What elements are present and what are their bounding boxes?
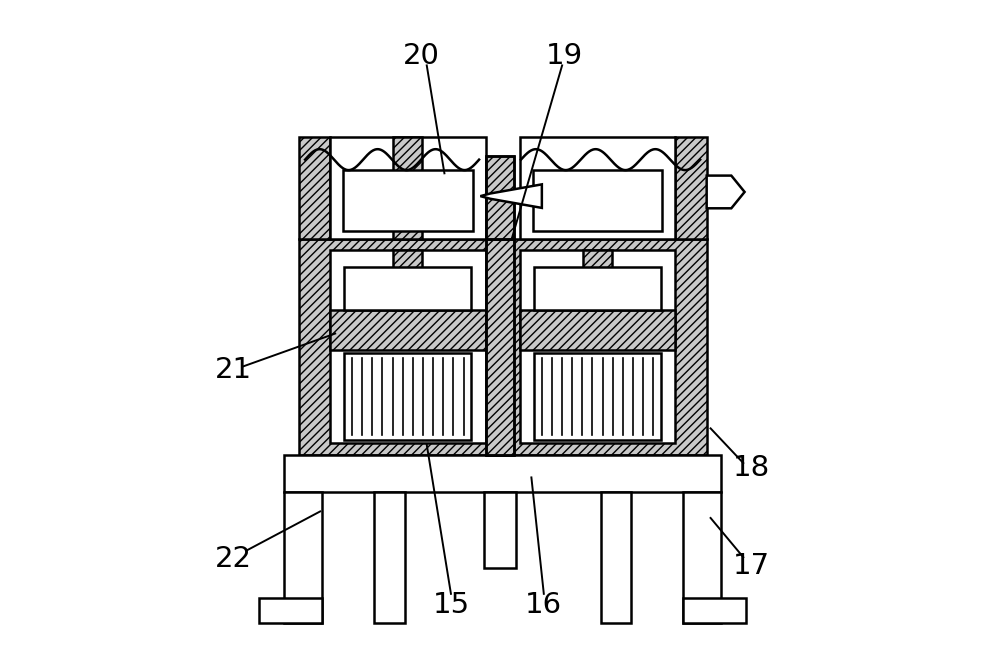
Bar bbox=[675, 137, 707, 239]
Bar bbox=[299, 239, 707, 455]
Text: 17: 17 bbox=[733, 552, 770, 579]
Text: 15: 15 bbox=[432, 591, 470, 619]
Bar bbox=[533, 170, 662, 231]
Bar bbox=[330, 137, 486, 239]
Bar bbox=[486, 156, 514, 239]
Bar bbox=[374, 492, 405, 623]
Bar bbox=[486, 239, 514, 455]
Bar bbox=[534, 353, 661, 440]
Bar bbox=[330, 310, 486, 351]
Bar bbox=[534, 267, 661, 310]
Bar bbox=[601, 492, 631, 623]
Bar bbox=[344, 267, 471, 310]
Bar bbox=[299, 137, 330, 239]
Text: 18: 18 bbox=[733, 454, 770, 481]
Text: 20: 20 bbox=[403, 42, 440, 69]
Polygon shape bbox=[480, 184, 542, 208]
Bar bbox=[486, 156, 514, 239]
Bar bbox=[683, 598, 746, 623]
Bar bbox=[520, 250, 675, 443]
Bar bbox=[259, 598, 322, 623]
Bar bbox=[520, 310, 675, 351]
Bar bbox=[330, 250, 486, 443]
Bar bbox=[520, 137, 675, 239]
Bar bbox=[284, 492, 322, 623]
Bar bbox=[393, 137, 422, 239]
Bar bbox=[344, 353, 471, 440]
Text: 22: 22 bbox=[215, 545, 252, 573]
Bar bbox=[393, 250, 422, 310]
Bar bbox=[484, 492, 516, 568]
Bar bbox=[583, 250, 612, 310]
Text: 16: 16 bbox=[525, 591, 562, 619]
Bar bbox=[284, 455, 721, 492]
Text: 19: 19 bbox=[546, 42, 583, 69]
Bar bbox=[343, 170, 473, 231]
Bar bbox=[486, 239, 514, 455]
Bar bbox=[683, 492, 721, 623]
Text: 21: 21 bbox=[215, 356, 252, 383]
Polygon shape bbox=[707, 175, 745, 208]
